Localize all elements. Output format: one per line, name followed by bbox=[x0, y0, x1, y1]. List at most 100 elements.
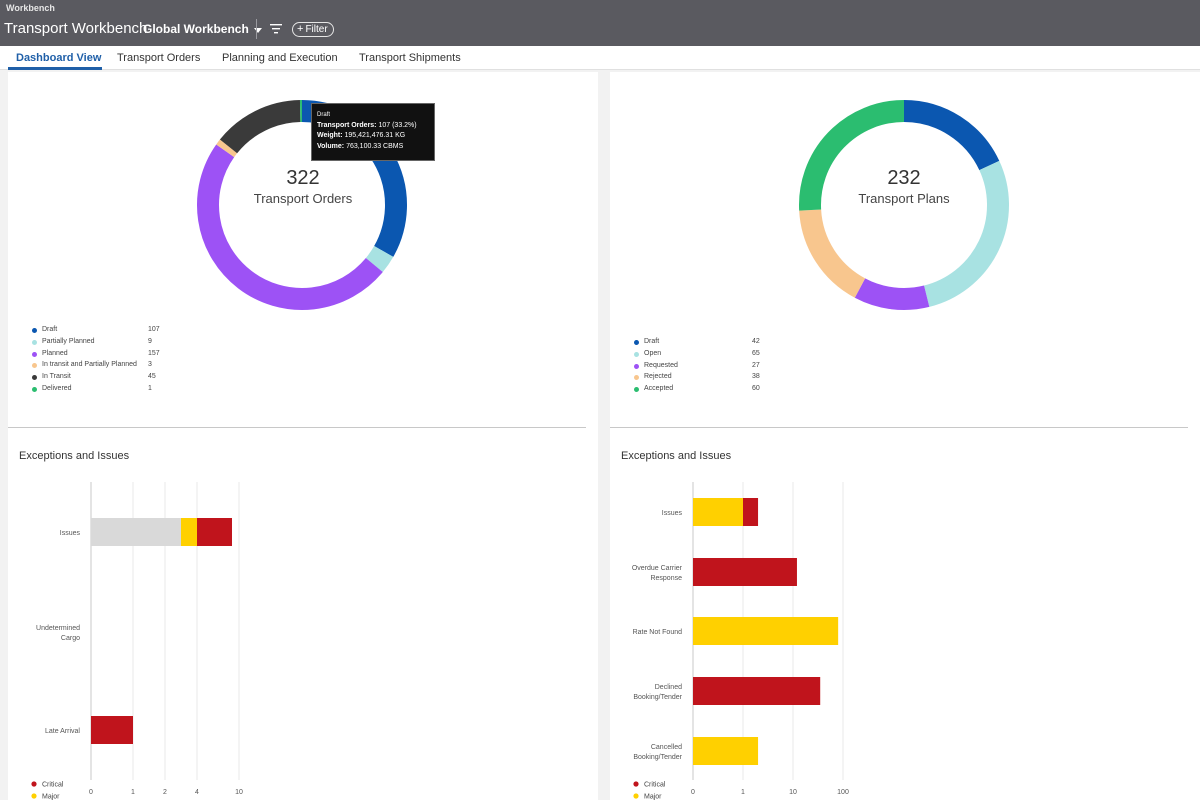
legend-item[interactable]: Planned 157 bbox=[32, 350, 162, 362]
tooltip-value: 195,421,476.31 KG bbox=[344, 132, 406, 139]
donut-segment-in-transit-and-partially-planned[interactable] bbox=[216, 139, 238, 158]
legend-label: Delivered bbox=[42, 384, 72, 392]
tab-bar: Dashboard View Transport Orders Planning… bbox=[0, 46, 1200, 70]
legend-count: 65 bbox=[752, 349, 760, 357]
tab-dashboard-view[interactable]: Dashboard View bbox=[16, 52, 102, 64]
bar-segment[interactable] bbox=[181, 518, 197, 546]
legend-count: 45 bbox=[148, 373, 156, 381]
legend-label: In transit and Partially Planned bbox=[42, 361, 137, 369]
legend-dot bbox=[31, 781, 37, 787]
bar-segment[interactable] bbox=[197, 518, 232, 546]
legend-item[interactable]: Delivered 1 bbox=[32, 385, 162, 397]
legend-dot bbox=[31, 793, 37, 799]
transport-plans-donut bbox=[799, 100, 1009, 310]
donut-segment-open[interactable] bbox=[923, 160, 1009, 307]
x-tick-label: 10 bbox=[789, 789, 797, 796]
donut-segment-accepted[interactable] bbox=[799, 100, 905, 211]
legend-item[interactable]: Draft 42 bbox=[634, 338, 764, 350]
active-tab-indicator bbox=[8, 67, 102, 70]
section-divider bbox=[610, 427, 1188, 428]
bar-segment[interactable] bbox=[91, 518, 181, 546]
x-tick-label: 1 bbox=[741, 789, 745, 796]
legend-count: 42 bbox=[752, 338, 760, 345]
variant-label: Global Workbench bbox=[143, 22, 249, 36]
legend-count: 60 bbox=[752, 385, 760, 393]
shell-caption: Workbench bbox=[6, 3, 55, 13]
bar-segment[interactable] bbox=[693, 737, 759, 765]
donut-segment-in-transit[interactable] bbox=[219, 100, 301, 154]
orders-exceptions-chart: 0 1 2 4 10 Issues Undetermined Cargo Late Arriva… bbox=[31, 482, 243, 800]
bar-segment[interactable] bbox=[693, 677, 821, 705]
legend-label: Accepted bbox=[644, 385, 674, 393]
category-label: Declined bbox=[655, 684, 682, 691]
legend-item[interactable]: Requested 27 bbox=[634, 362, 764, 374]
sort-filter-icon[interactable] bbox=[270, 24, 282, 34]
tooltip-row: Volume: 763,100.33 CBMS bbox=[317, 142, 429, 153]
x-tick-label: 10 bbox=[235, 789, 243, 796]
tooltip-value: 763,100.33 CBMS bbox=[346, 142, 404, 150]
legend-label: Major bbox=[644, 794, 662, 800]
orders-total: 322 bbox=[286, 167, 320, 189]
legend-dot bbox=[633, 793, 639, 799]
legend-label: In Transit bbox=[42, 373, 71, 381]
donut-segment-requested[interactable] bbox=[854, 278, 930, 310]
legend-item[interactable]: In transit and Partially Planned 3 bbox=[32, 361, 162, 373]
plans-total-label: Transport Plans bbox=[858, 191, 950, 206]
orders-legend: Draft 107 Partially Planned 9 Planned 157 I… bbox=[32, 326, 162, 397]
legend-dot bbox=[634, 340, 639, 345]
donut-segment-partially-planned[interactable] bbox=[365, 245, 394, 273]
category-label: Late Arrival bbox=[45, 728, 80, 735]
legend-count: 27 bbox=[752, 361, 760, 369]
bar-segment[interactable] bbox=[743, 498, 759, 526]
legend-item[interactable]: Accepted 60 bbox=[634, 385, 764, 397]
x-tick-label: 0 bbox=[89, 789, 93, 796]
section-divider bbox=[8, 427, 586, 428]
donut-segment-draft[interactable] bbox=[903, 100, 1000, 171]
exceptions-title: Exceptions and Issues bbox=[621, 450, 732, 462]
legend-label: Major bbox=[42, 794, 60, 800]
legend-label: Draft bbox=[644, 338, 660, 345]
add-filter-button[interactable]: + Filter bbox=[292, 22, 334, 37]
legend-dot bbox=[32, 386, 37, 392]
category-label: Issues bbox=[662, 510, 683, 517]
transport-orders-panel: 322 Transport Orders Draft 107 Partially … bbox=[8, 72, 598, 800]
category-label: Response bbox=[650, 575, 682, 582]
legend-item[interactable]: Draft 107 bbox=[32, 326, 162, 338]
legend-count: 157 bbox=[148, 349, 160, 357]
variant-selector[interactable]: Global Workbench bbox=[143, 22, 262, 36]
legend-count: 3 bbox=[148, 361, 152, 369]
x-tick-label: 100 bbox=[837, 789, 849, 796]
bar-segment[interactable] bbox=[693, 558, 797, 586]
tooltip-title: Draft bbox=[317, 112, 331, 118]
bar-segment[interactable] bbox=[693, 498, 743, 526]
x-tick-label: 2 bbox=[163, 789, 167, 796]
legend-item[interactable]: In Transit 45 bbox=[32, 373, 162, 385]
donut-tooltip: Draft Transport Orders: 107 (33.2%) Weig… bbox=[311, 103, 435, 161]
legend-item[interactable]: Partially Planned 9 bbox=[32, 338, 162, 350]
tab-transport-shipments[interactable]: Transport Shipments bbox=[359, 52, 461, 64]
legend-dot bbox=[633, 781, 639, 787]
plans-legend: Draft 42 Open 65 Requested 27 Rejected 38 Ac… bbox=[634, 338, 764, 397]
category-label: Cancelled bbox=[651, 744, 682, 751]
legend-item[interactable]: Rejected 38 bbox=[634, 373, 764, 385]
legend-label: Requested bbox=[644, 361, 678, 369]
tooltip-label: Volume: bbox=[317, 142, 345, 150]
tab-planning-and-execution[interactable]: Planning and Execution bbox=[222, 52, 338, 64]
transport-plans-panel: 232 Transport Plans Draft 42 Open 65 Reque… bbox=[610, 72, 1200, 800]
tab-transport-orders[interactable]: Transport Orders bbox=[117, 52, 201, 64]
donut-segment-rejected[interactable] bbox=[799, 209, 866, 298]
legend-dot bbox=[634, 351, 639, 357]
legend-count: 1 bbox=[148, 384, 152, 392]
donut-center-plans: 232 Transport Plans bbox=[804, 167, 1004, 206]
legend-label: Partially Planned bbox=[42, 337, 95, 345]
legend-dot bbox=[634, 375, 639, 381]
legend-item[interactable]: Open 65 bbox=[634, 350, 764, 362]
tooltip-row: Transport Orders: 107 (33.2%) bbox=[317, 121, 429, 132]
bar-segment[interactable] bbox=[693, 617, 839, 645]
shell-bar: Workbench Transport Workbench Global Wor… bbox=[0, 0, 1200, 46]
donut-segment-planned[interactable] bbox=[197, 144, 383, 310]
bar-segment[interactable] bbox=[91, 716, 133, 744]
plans-exceptions-chart: 0 1 10 100 Issues Overdue Carrier Response Rate… bbox=[632, 482, 849, 800]
chevron-down-icon bbox=[253, 27, 262, 33]
legend-label: Rejected bbox=[644, 373, 672, 381]
